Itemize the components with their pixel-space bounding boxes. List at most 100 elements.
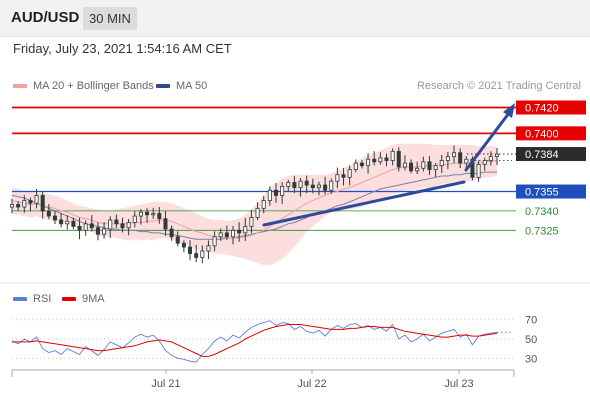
candle-body (249, 216, 254, 227)
candle-body (372, 158, 377, 163)
candle-body (120, 223, 125, 229)
candle-body (329, 180, 334, 191)
candle-body (231, 229, 236, 238)
candle-body (433, 165, 438, 170)
candle-body (108, 219, 113, 230)
candle-body (206, 245, 211, 252)
candle-body (335, 174, 340, 182)
candle-body (421, 161, 426, 169)
chart-header: AUD/USD 30 MIN (0, 0, 590, 37)
candle-body (353, 162, 358, 170)
candle-body (378, 157, 383, 163)
candle-body (34, 195, 39, 204)
candle-body (188, 246, 193, 254)
candle-body (200, 250, 205, 258)
trend-support-line (262, 180, 466, 227)
candle-body (415, 167, 420, 172)
rsi-line (11, 320, 498, 363)
candles-group (9, 145, 499, 264)
candle-body (16, 204, 21, 208)
candle-body (366, 158, 371, 167)
candle-body (175, 236, 180, 244)
candle-body (102, 228, 107, 235)
candle-body (292, 182, 297, 189)
rsi-tick-70: 70 (525, 315, 537, 327)
currency-pair: AUD/USD (11, 9, 80, 26)
x-tick-label: Jul 23 (444, 378, 473, 390)
level-tag-0.7420 (516, 100, 586, 115)
candle-body (243, 226, 248, 234)
candle-body (163, 218, 168, 230)
candle-body (396, 151, 401, 168)
rsi-legend-label: RSI (33, 293, 51, 305)
rsi-tick-30: 30 (525, 353, 537, 365)
candle-body (22, 200, 27, 208)
rsi-ma-legend-label: 9MA (82, 293, 105, 305)
ma20-line (11, 160, 498, 239)
candle-body (65, 220, 70, 225)
candle-body (95, 227, 100, 235)
level-label-0.7400: 0.7400 (525, 128, 559, 140)
candle-body (40, 195, 45, 212)
candle-body (255, 207, 260, 218)
rsi-ma-swatch (62, 297, 76, 301)
candle-body (138, 211, 143, 217)
level-label-0.7420: 0.7420 (525, 103, 559, 115)
projection-arrow-head (503, 103, 515, 118)
level-label-0.7325: 0.7325 (525, 225, 559, 237)
level-label-0.7384: 0.7384 (525, 149, 559, 161)
candle-body (316, 184, 321, 189)
candle-body (83, 223, 88, 231)
candle-body (59, 219, 64, 225)
rsi-tick-50: 50 (525, 334, 537, 346)
candle-body (304, 180, 309, 186)
legend-ma20: MA 20 + Bollinger Bands (13, 80, 154, 92)
candle-body (114, 219, 119, 225)
candle-body (286, 182, 291, 187)
candle-body (46, 210, 51, 217)
candle-body (464, 158, 469, 164)
candle-body (194, 253, 199, 258)
candle-body (476, 163, 481, 178)
level-tag-0.7400 (516, 126, 586, 141)
candle-body (273, 189, 278, 196)
ma50-swatch (156, 84, 170, 89)
candle-body (341, 174, 346, 178)
rsi-swatch (13, 297, 27, 301)
candle-body (494, 153, 499, 158)
legend-ma50-label: MA 50 (176, 80, 208, 92)
candle-body (71, 220, 76, 227)
candle-body (261, 200, 266, 209)
candle-body (89, 223, 94, 229)
candle-body (9, 204, 14, 208)
timeframe-button[interactable]: 30 MIN (83, 7, 137, 30)
candle-body (157, 213, 162, 220)
candle-body (452, 152, 457, 158)
candle-body (409, 162, 414, 172)
projection-arrow-shaft (464, 111, 511, 172)
candle-body (218, 232, 223, 238)
candle-body (126, 222, 131, 229)
candle-body (310, 184, 315, 189)
chart-datetime: Friday, July 23, 2021 1:54:16 AM CET (13, 41, 232, 56)
candle-body (224, 232, 229, 238)
candle-body (77, 226, 82, 231)
level-label-0.7340: 0.7340 (525, 206, 559, 218)
x-tick-label: Jul 21 (151, 378, 180, 390)
candle-body (132, 215, 137, 223)
candle-body (390, 151, 395, 161)
candle-body (267, 189, 272, 201)
candle-body (347, 169, 352, 178)
candle-body (212, 236, 217, 247)
candle-body (237, 229, 242, 234)
level-label-0.7355: 0.7355 (525, 187, 559, 199)
rsi-ma-line (12, 324, 498, 357)
candle-body (181, 242, 186, 248)
candle-body (52, 215, 57, 221)
level-tag-0.7355 (516, 184, 586, 199)
candle-body (323, 184, 328, 191)
level-tag-0.7384 (516, 147, 586, 162)
candle-body (482, 160, 487, 165)
candle-body (280, 185, 285, 196)
